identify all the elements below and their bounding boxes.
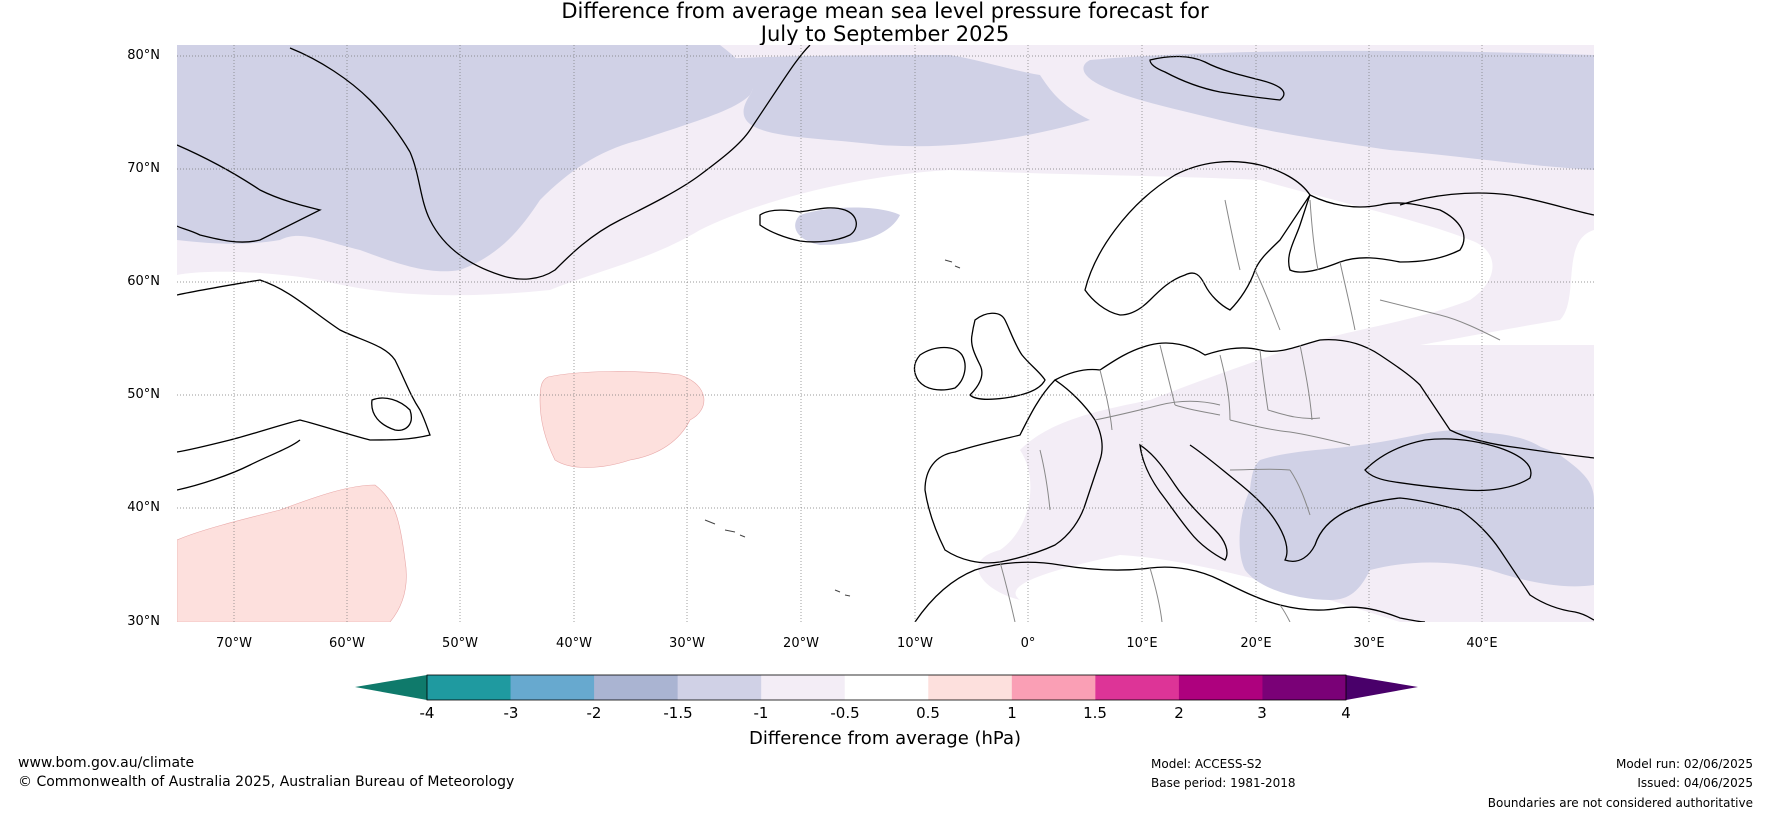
- lon-label-40w: 40°W: [556, 636, 592, 651]
- colorbar-swatch: [1095, 675, 1180, 700]
- colorbar-tick: 1.5: [1083, 704, 1107, 722]
- lon-label-30e: 30°E: [1353, 636, 1385, 651]
- colorbar-arrow-right: [1346, 675, 1418, 700]
- coastline-faroes: [944, 259, 961, 269]
- coastline-canary: [834, 589, 851, 597]
- colorbar-tick: 4: [1341, 704, 1351, 722]
- coastline-iberia: [924, 379, 1103, 564]
- map-title-line2: July to September 2025: [760, 22, 1010, 46]
- coastline-scandinavia: [1084, 160, 1311, 316]
- lon-label-0: 0°: [1020, 636, 1036, 651]
- lat-label-50n: 50°N: [127, 387, 160, 402]
- lat-label-40n: 40°N: [127, 500, 160, 515]
- coastline-great-britain: [969, 312, 1046, 400]
- colorbar-tick: -2: [586, 704, 602, 722]
- colorbar-swatch: [677, 675, 762, 700]
- coastline-iceland: [759, 207, 857, 243]
- colorbar-swatch: [1262, 675, 1347, 700]
- coastline-middle-east: [1459, 509, 1594, 621]
- colorbar-label: Difference from average (hPa): [748, 728, 1022, 749]
- coastline-arctic-russia: [1399, 192, 1594, 216]
- colorbar-swatch: [761, 675, 846, 700]
- coastline-baffin: [177, 144, 322, 243]
- anomaly-region-minus1.5-caucasus: [1424, 432, 1556, 478]
- footer-copyright: © Commonwealth of Australia 2025, Austra…: [18, 774, 515, 790]
- coastline-nova-scotia: [177, 439, 301, 491]
- lon-label-30w: 30°W: [669, 636, 705, 651]
- colorbar-tick: -3: [503, 704, 519, 722]
- lat-label-80n: 80°N: [127, 48, 160, 63]
- lon-label-40e: 40°E: [1466, 636, 1498, 651]
- anomaly-region-minus1.5-svalbard: [1083, 50, 1594, 170]
- footer-website[interactable]: www.bom.gov.au/climate: [18, 755, 195, 771]
- lon-label-70w: 70°W: [216, 636, 252, 651]
- coastline-ireland: [913, 346, 966, 391]
- map-title-line1: Difference from average mean sea level p…: [561, 0, 1209, 23]
- coastline-balkans: [1189, 444, 1461, 562]
- colorbar-tick: 2: [1174, 704, 1184, 722]
- coastline-azores: [704, 519, 746, 538]
- coastline-greenland-west: [289, 47, 411, 153]
- colorbar-tick: 1: [1007, 704, 1017, 722]
- anomaly-region-plus0.5-atlantic: [539, 371, 705, 468]
- lon-label-50w: 50°W: [442, 636, 478, 651]
- lat-label-30n: 30°N: [127, 614, 160, 629]
- colorbar-tick: -4: [419, 704, 435, 722]
- footer-disclaimer: Boundaries are not considered authoritat…: [1487, 796, 1753, 810]
- anomaly-region-minus1.5-iceland: [795, 207, 900, 245]
- colorbar-tick: -0.5: [830, 704, 860, 722]
- colorbar-swatch: [510, 675, 595, 700]
- colorbar-arrow-left: [355, 675, 427, 700]
- colorbar-swatch: [594, 675, 679, 700]
- lon-label-10w: 10°W: [897, 636, 933, 651]
- coastline-svalbard: [1149, 55, 1285, 101]
- colorbar-tick: -1.5: [663, 704, 693, 722]
- footer-model-run: Model run: 02/06/2025: [1615, 757, 1753, 771]
- colorbar-swatch: [1178, 675, 1263, 700]
- colorbar-swatch: [1011, 675, 1096, 700]
- coastline-greenland: [409, 45, 811, 280]
- lat-label-60n: 60°N: [127, 274, 160, 289]
- anomaly-region-plus0.5-subtropical: [177, 484, 407, 622]
- colorbar-tick: 0.5: [916, 704, 940, 722]
- graticule: [177, 45, 1594, 622]
- coastline-black-sea: [1364, 438, 1532, 492]
- footer-base-period: Base period: 1981-2018: [1151, 776, 1296, 790]
- lon-label-60w: 60°W: [329, 636, 365, 651]
- coastline-italy: [1139, 443, 1228, 561]
- coastline-north-africa: [914, 561, 1426, 622]
- lat-label-70n: 70°N: [127, 161, 160, 176]
- colorbar-tick: -1: [753, 704, 769, 722]
- lon-label-20e: 20°E: [1240, 636, 1272, 651]
- colorbar-swatch: [928, 675, 1013, 700]
- lon-label-20w: 20°W: [783, 636, 819, 651]
- coastline-europe-west: [1054, 339, 1594, 459]
- country-borders: [999, 199, 1501, 622]
- footer-issued: Issued: 04/06/2025: [1637, 776, 1753, 790]
- coastline-newfoundland: [371, 397, 412, 431]
- anomaly-region-minus1.5-iceland-east: [700, 55, 1090, 147]
- coastline-finland-russia: [1288, 194, 1465, 273]
- coastline-labrador: [177, 279, 431, 453]
- colorbar-swatch: [427, 675, 512, 700]
- anomaly-region-minus1.5-greenland: [177, 45, 753, 272]
- footer-model: Model: ACCESS-S2: [1151, 757, 1263, 771]
- colorbar-swatch: [844, 675, 929, 700]
- lon-label-10e: 10°E: [1126, 636, 1158, 651]
- colorbar-tick: 3: [1257, 704, 1267, 722]
